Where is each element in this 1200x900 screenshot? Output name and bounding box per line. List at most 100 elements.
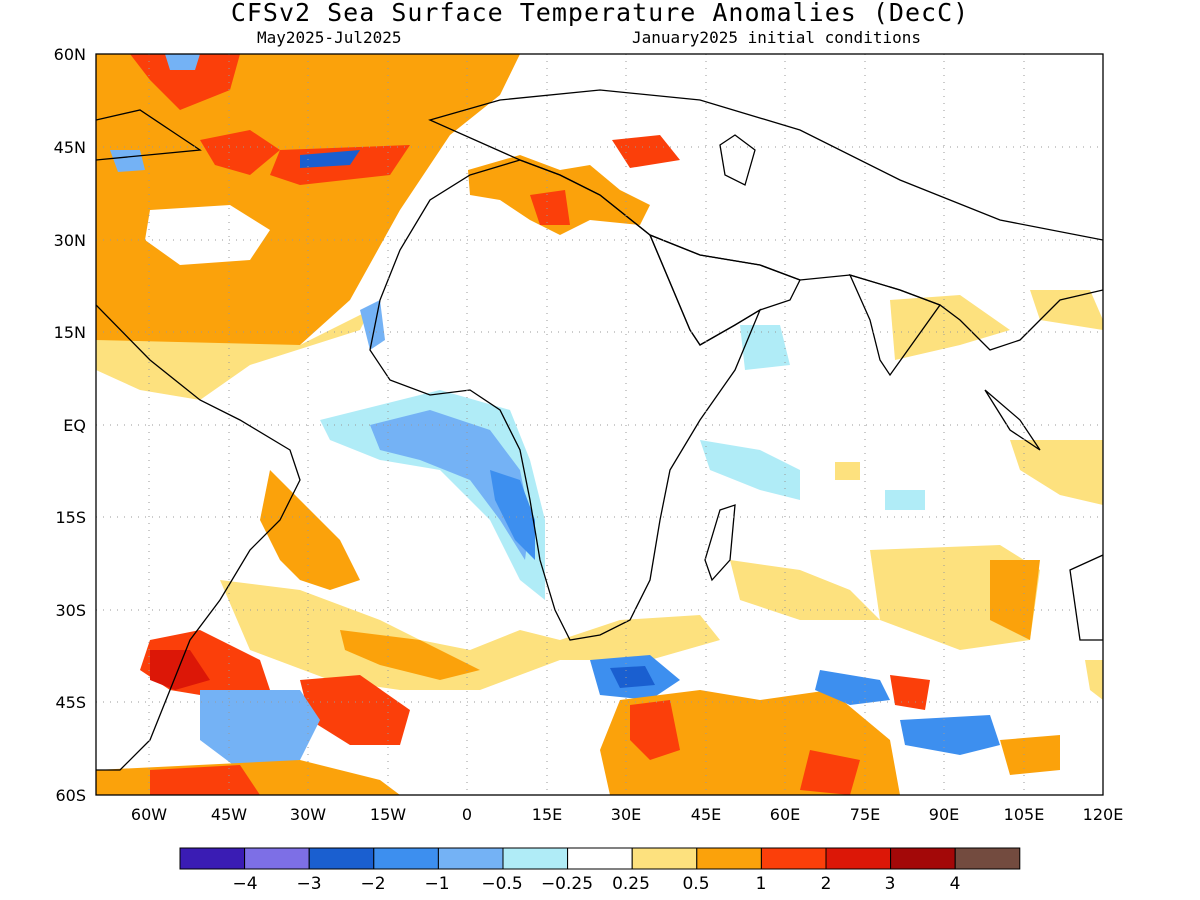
anomaly-region — [610, 666, 655, 688]
anomaly-region — [1085, 660, 1103, 700]
anomaly-region — [200, 130, 280, 175]
lon-label: 105E — [1004, 805, 1045, 824]
lat-label: 45S — [55, 693, 86, 712]
anomaly-region — [612, 135, 680, 168]
lat-label: 60S — [55, 786, 86, 805]
map-title: CFSv2 Sea Surface Temperature Anomalies … — [230, 0, 970, 27]
anomaly-region — [360, 300, 385, 350]
anomaly-region — [96, 310, 370, 400]
anomaly-region — [815, 670, 890, 705]
colorbar-swatch — [890, 847, 956, 870]
lat-label: EQ — [63, 416, 86, 435]
anomaly-region — [96, 54, 520, 355]
colorbar-swatch — [179, 847, 246, 870]
lat-label: 15N — [54, 323, 86, 342]
anomaly-region — [800, 750, 860, 795]
lon-label: 30W — [290, 805, 326, 824]
lon-label: 0 — [462, 805, 472, 824]
colorbar-label: −2 — [360, 874, 385, 894]
colorbar-swatch — [760, 847, 827, 870]
longitude-axis: 60W 45W 30W 15W 0 15E 30E 45E 60E 75E 90… — [131, 805, 1123, 824]
anomaly-region — [490, 470, 535, 560]
anomaly-region — [890, 295, 1010, 360]
anomaly-region — [900, 715, 1000, 755]
anomaly-region — [835, 462, 860, 480]
lat-label: 45N — [54, 138, 86, 157]
north-america-coastline — [96, 109, 202, 161]
initial-conditions: January2025 initial conditions — [632, 28, 921, 47]
lon-label: 75E — [850, 805, 880, 824]
anomaly-region — [730, 560, 880, 620]
madagascar-coastline — [704, 504, 736, 582]
south-america-coastline — [96, 304, 301, 771]
caspian-coastline — [719, 134, 756, 186]
colorbar-label: 0.5 — [682, 874, 709, 894]
colorbar-label: 1 — [756, 874, 767, 894]
lon-label: 30E — [611, 805, 641, 824]
anomaly-region — [530, 190, 570, 225]
anomaly-region — [130, 54, 240, 110]
australia-coastline — [1069, 554, 1103, 641]
anomaly-region — [300, 675, 410, 745]
coastlines — [96, 89, 1103, 771]
colorbar-label: −4 — [232, 874, 257, 894]
lon-label: 15W — [370, 805, 406, 824]
colorbar-swatch — [954, 847, 1021, 870]
sumatra-coastline — [984, 389, 1041, 451]
colorbar-label: −0.5 — [481, 874, 522, 894]
anomaly-region — [890, 675, 930, 710]
anomaly-region — [150, 650, 210, 690]
colorbar-labels: −4 −3 −2 −1 −0.5 −0.25 0.25 0.5 1 2 3 4 — [232, 874, 960, 894]
colorbar-swatch — [373, 847, 439, 870]
lon-label: 60E — [770, 805, 800, 824]
colorbar-label: 0.25 — [612, 874, 650, 894]
anomaly-region — [990, 560, 1040, 640]
colorbar — [179, 847, 1021, 870]
lon-label: 60W — [131, 805, 167, 824]
lon-label: 45E — [691, 805, 721, 824]
colorbar-label: −1 — [424, 874, 449, 894]
lon-label: 90E — [929, 805, 959, 824]
anomaly-region — [150, 765, 260, 795]
latitude-axis: 60N 45N 30N 15N EQ 15S 30S 45S 60S — [54, 45, 86, 805]
anomaly-region — [370, 410, 530, 560]
colorbar-swatch — [567, 847, 633, 870]
colorbar-swatch — [696, 847, 762, 870]
anomaly-region — [260, 470, 360, 590]
anomaly-region — [300, 150, 360, 168]
lat-label: 60N — [54, 45, 86, 64]
anomaly-region — [200, 690, 320, 770]
colorbar-swatch — [244, 847, 310, 870]
lat-label: 15S — [55, 508, 86, 527]
colorbar-label: 4 — [950, 874, 961, 894]
asia-coastline — [428, 89, 1103, 351]
anomaly-region — [700, 440, 800, 500]
map-frame — [95, 53, 1104, 796]
anomaly-region — [165, 54, 200, 70]
anomaly-region — [630, 700, 680, 760]
lon-label: 15E — [532, 805, 562, 824]
colorbar-swatch — [631, 847, 698, 870]
colorbar-label: −3 — [296, 874, 321, 894]
colorbar-label: −0.25 — [541, 874, 593, 894]
lon-label: 45W — [211, 805, 247, 824]
anomaly-region — [885, 490, 925, 510]
anomaly-region — [1010, 440, 1103, 505]
lon-label: 120E — [1083, 805, 1124, 824]
colorbar-swatch — [502, 847, 569, 870]
colorbar-swatch — [825, 847, 892, 870]
anomaly-region — [145, 205, 270, 265]
colorbar-label: 2 — [821, 874, 832, 894]
colorbar-label: 3 — [885, 874, 896, 894]
anomaly-region — [220, 580, 720, 690]
anomaly-field — [96, 54, 1103, 795]
anomaly-region — [740, 325, 790, 370]
forecast-period: May2025-Jul2025 — [257, 28, 402, 47]
lat-label: 30S — [55, 601, 86, 620]
anomaly-region — [1030, 290, 1103, 330]
anomaly-region — [340, 630, 480, 680]
colorbar-swatch — [437, 847, 504, 870]
anomaly-region — [1000, 735, 1060, 775]
lat-label: 30N — [54, 231, 86, 250]
